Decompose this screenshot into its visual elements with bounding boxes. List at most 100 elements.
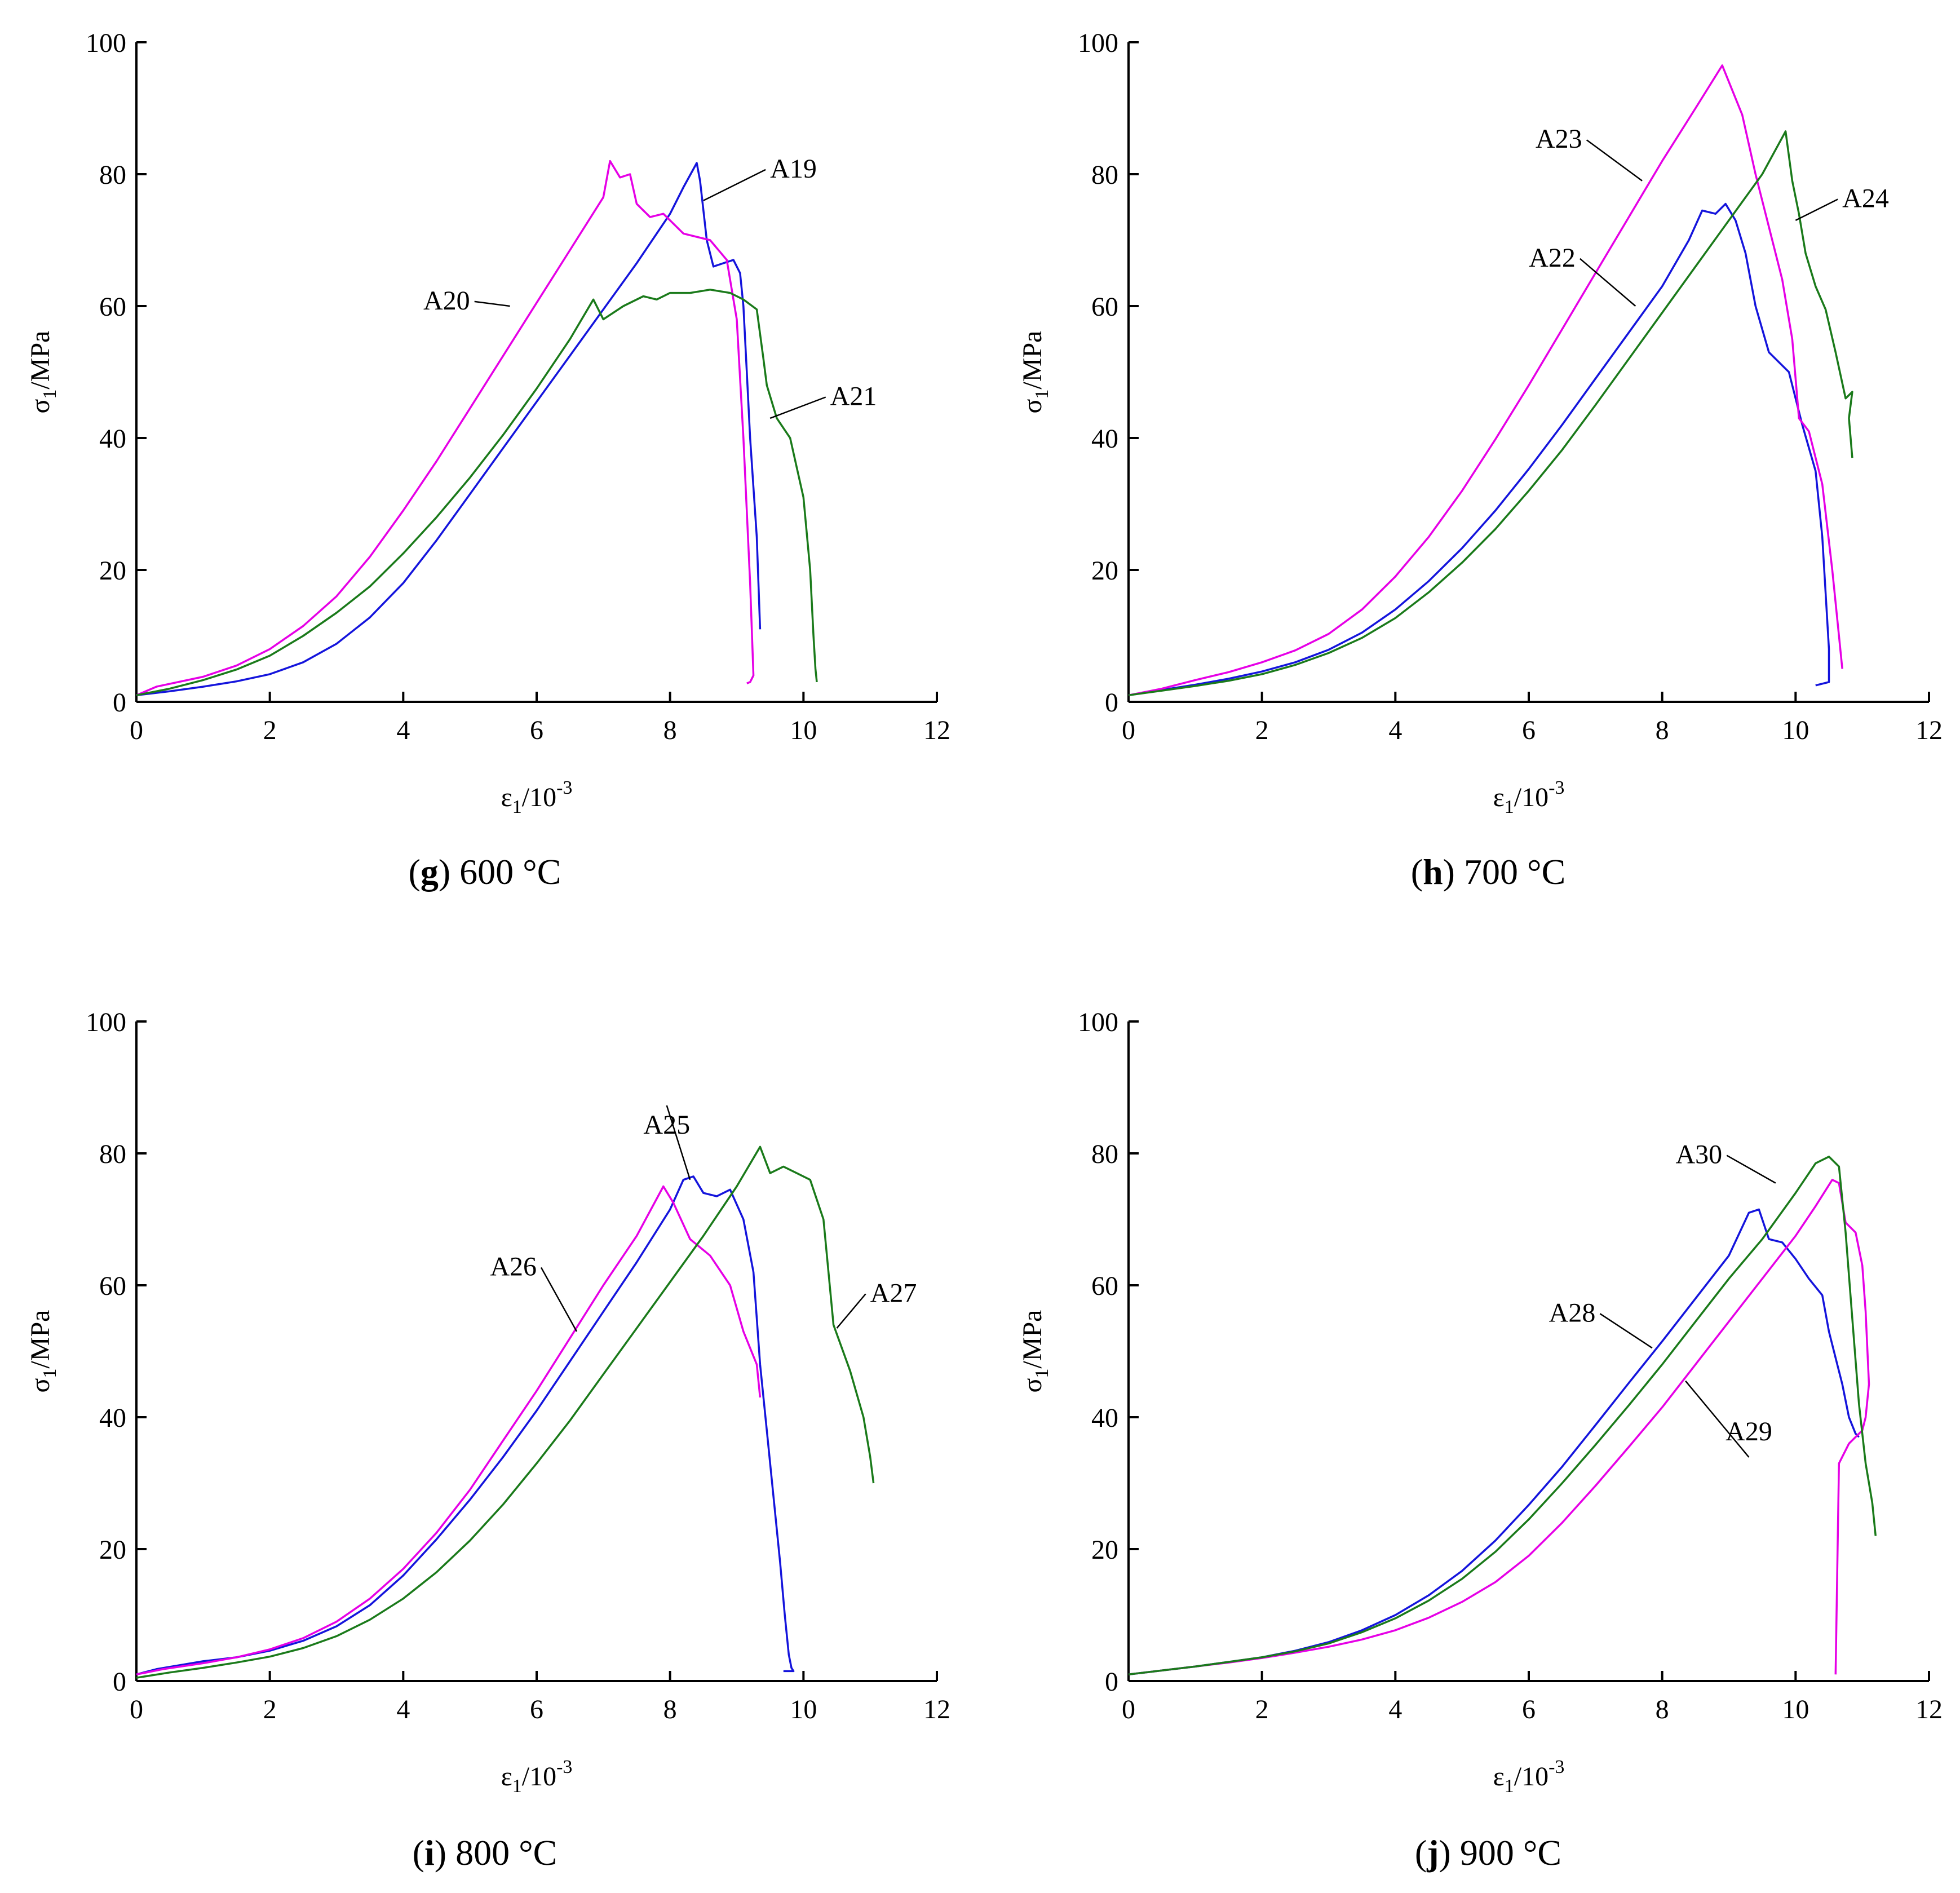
chart-panel-h: 0 2 4 6 8 10 12 0 20 40 60 80 100 ε1/10-3 σ1/MPa A22 A23… [1017, 28, 1943, 817]
x-tick-label: 0 [130, 1695, 143, 1724]
annotation-leader [1685, 1380, 1750, 1458]
y-tick-label: 60 [1091, 292, 1118, 322]
y-tick-label: 100 [86, 28, 126, 58]
x-tick-label: 8 [1656, 1695, 1669, 1724]
series-line-a19 [136, 162, 762, 697]
annotation-leader [1599, 1313, 1653, 1349]
y-tick-label: 80 [99, 1139, 126, 1169]
series-line-a21 [136, 289, 818, 697]
y-axis-label: σ1/MPa [1017, 331, 1052, 414]
annotation-label-a21: A21 [830, 382, 877, 412]
y-tick-label: 40 [1091, 424, 1118, 454]
y-tick-label: 0 [113, 1667, 126, 1697]
annotation-label-a24: A24 [1842, 184, 1889, 214]
annotation-label-a29: A29 [1725, 1417, 1772, 1447]
annotation-leader [1586, 139, 1643, 182]
annotation-leader [1795, 198, 1838, 222]
series-line-a22 [1128, 202, 1830, 697]
y-tick-label: 20 [1091, 556, 1118, 586]
series-line-a20 [136, 160, 755, 696]
annotation-leader [666, 1105, 691, 1180]
annotation-leader [703, 169, 766, 201]
annotation-label-a27: A27 [870, 1278, 917, 1308]
caption-panel-h: (h) 700 °C [1410, 852, 1566, 892]
annotation-leader [836, 1293, 866, 1329]
x-tick-label: 10 [790, 715, 817, 745]
y-tick-label: 40 [99, 1403, 126, 1433]
y-tick-label: 0 [113, 688, 126, 718]
annotation-leader [474, 300, 510, 307]
chart-panel-i: 0 2 4 6 8 10 12 0 20 40 60 80 100 ε1/10-3 σ1/MPa A25 A26… [25, 1007, 950, 1797]
x-tick-label: 10 [1782, 1695, 1809, 1724]
x-tick-label: 2 [263, 715, 277, 745]
y-tick-label: 60 [1091, 1271, 1118, 1301]
y-tick-label: 100 [86, 1007, 126, 1037]
series-line-a24 [1128, 130, 1853, 697]
x-axis-label: ε1/10-3 [501, 1757, 573, 1797]
annotation-leader [769, 396, 826, 419]
x-tick-label: 0 [1122, 1695, 1135, 1724]
x-tick-label: 6 [530, 715, 543, 745]
caption-panel-g: (g) 600 °C [408, 852, 561, 892]
y-tick-label: 80 [1091, 160, 1118, 190]
x-tick-label: 6 [530, 1695, 543, 1724]
x-tick-label: 8 [1656, 715, 1669, 745]
y-axis-label: σ1/MPa [1017, 1310, 1052, 1393]
x-tick-label: 0 [1122, 715, 1135, 745]
y-tick-label: 20 [99, 1535, 126, 1565]
x-tick-label: 10 [790, 1695, 817, 1724]
y-tick-label: 40 [99, 424, 126, 454]
series-line-a27 [136, 1145, 875, 1679]
y-axis-label: σ1/MPa [25, 1310, 60, 1393]
x-tick-label: 10 [1782, 715, 1809, 745]
y-tick-label: 60 [99, 292, 126, 322]
annotation-label-a20: A20 [423, 286, 470, 316]
x-tick-label: 12 [923, 1695, 950, 1724]
chart-panel-j: 0 2 4 6 8 10 12 0 20 40 60 80 100 ε1/10-3 σ1/MPa A28 A29… [1017, 1007, 1943, 1797]
x-axis-label: ε1/10-3 [1493, 777, 1565, 817]
annotation-label-a23: A23 [1536, 124, 1582, 154]
series-line-a23 [1128, 64, 1843, 697]
y-tick-label: 20 [1091, 1535, 1118, 1565]
y-axis-label: σ1/MPa [25, 331, 60, 414]
series-line-a26 [136, 1185, 762, 1676]
x-tick-label: 8 [663, 1695, 677, 1724]
series-line-a29 [1128, 1179, 1870, 1676]
x-tick-label: 2 [1255, 715, 1269, 745]
chart-panel-g: 0 2 4 6 8 10 12 0 20 40 60 80 100 ε1/10-3 σ1/MPa A19 A20… [25, 28, 950, 817]
annotation-leader [1579, 258, 1636, 307]
y-tick-label: 60 [99, 1271, 126, 1301]
annotation-label-a30: A30 [1675, 1140, 1722, 1170]
annotation-label-a26: A26 [490, 1251, 537, 1281]
x-tick-label: 4 [396, 715, 410, 745]
x-tick-label: 4 [1388, 1695, 1402, 1724]
y-tick-label: 0 [1105, 688, 1118, 718]
annotation-leader [540, 1267, 578, 1332]
annotation-leader [1726, 1155, 1776, 1184]
x-tick-label: 12 [923, 715, 950, 745]
y-tick-label: 80 [1091, 1139, 1118, 1169]
y-tick-label: 100 [1078, 28, 1118, 58]
y-tick-label: 20 [99, 556, 126, 586]
x-tick-label: 12 [1915, 1695, 1943, 1724]
y-tick-label: 0 [1105, 1667, 1118, 1697]
x-tick-label: 0 [130, 715, 143, 745]
x-axis-label: ε1/10-3 [1493, 1757, 1565, 1797]
caption-panel-j: (j) 900 °C [1414, 1833, 1562, 1873]
caption-panel-i: (i) 800 °C [412, 1833, 558, 1873]
x-tick-label: 4 [396, 1695, 410, 1724]
x-tick-label: 2 [263, 1695, 277, 1724]
annotation-label-a19: A19 [770, 154, 817, 184]
x-tick-label: 2 [1255, 1695, 1269, 1724]
y-tick-label: 80 [99, 160, 126, 190]
x-tick-label: 4 [1388, 715, 1402, 745]
series-line-a25 [136, 1175, 795, 1675]
y-tick-label: 100 [1078, 1007, 1118, 1037]
x-tick-label: 6 [1522, 1695, 1536, 1724]
annotation-label-a22: A22 [1529, 243, 1576, 273]
annotation-label-a25: A25 [643, 1110, 690, 1140]
x-tick-label: 12 [1915, 715, 1943, 745]
series-line-a30 [1128, 1156, 1877, 1676]
x-tick-label: 6 [1522, 715, 1536, 745]
